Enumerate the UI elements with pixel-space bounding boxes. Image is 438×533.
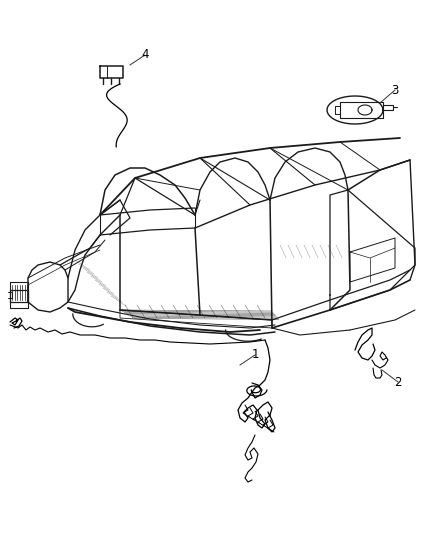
Text: 4: 4 <box>141 49 149 61</box>
Text: 2: 2 <box>394 376 402 389</box>
Text: 1: 1 <box>251 349 259 361</box>
Text: 3: 3 <box>391 84 399 96</box>
